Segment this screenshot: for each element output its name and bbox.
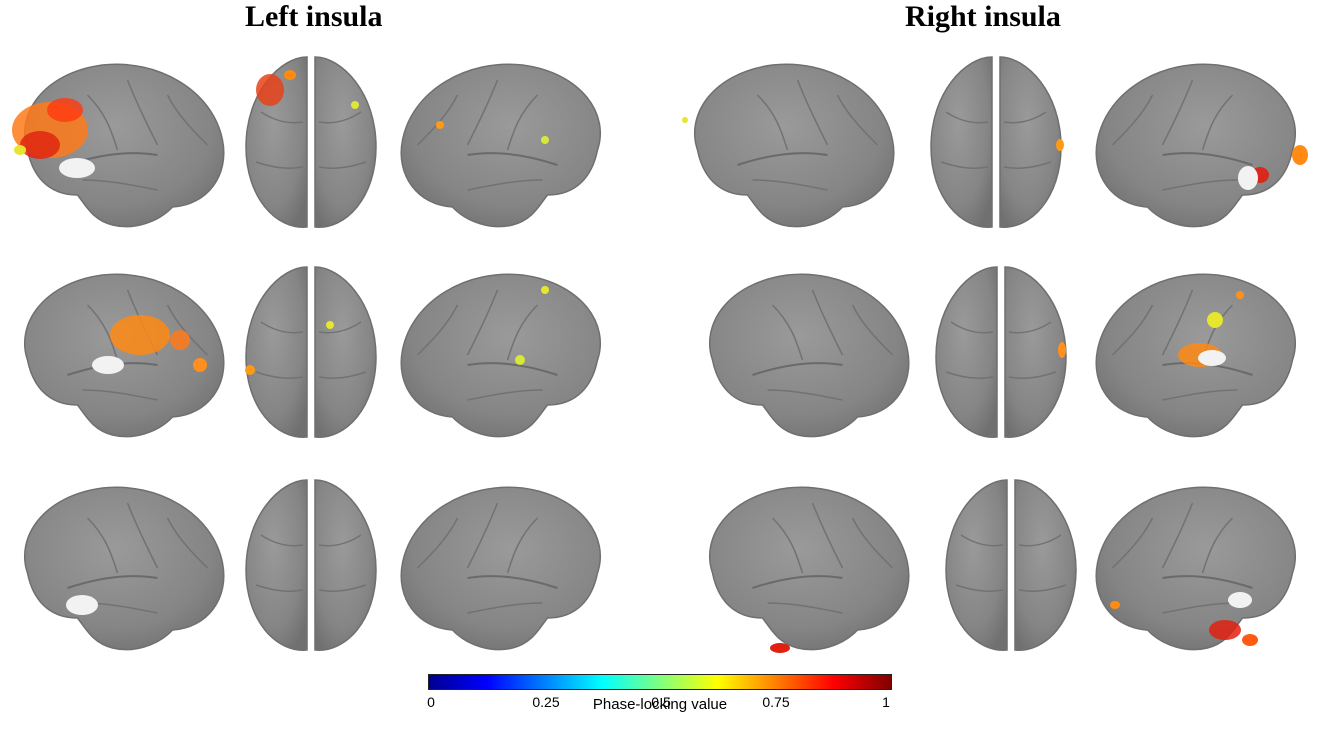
brain-render-grid — [12, 56, 1308, 653]
right-row3 — [708, 479, 1297, 653]
colorbar-tick: 0.5 — [651, 694, 671, 710]
right-row2 — [708, 266, 1297, 438]
activation-blobs — [110, 286, 549, 375]
left-row1 — [12, 56, 602, 228]
colorbar-tick: 0.75 — [762, 694, 790, 710]
colorbar-tick: 0.25 — [532, 694, 560, 710]
colorbar-label: Phase-locking value — [592, 696, 728, 713]
right-insula-title: Right insula — [905, 0, 1061, 33]
activation-blobs — [12, 70, 549, 159]
colorbar-tick: 1 — [882, 694, 890, 710]
colorbar-gradient — [428, 674, 892, 690]
activation-blobs — [770, 601, 1258, 653]
colorbar: 0 0.25 0.5 0.75 1 — [427, 674, 892, 710]
right-row1 — [682, 56, 1308, 228]
left-row2 — [23, 266, 602, 438]
colorbar-tick: 0 — [427, 694, 435, 710]
left-row3 — [23, 479, 602, 651]
colorbar-ticks: 0 0.25 0.5 0.75 1 — [427, 690, 892, 710]
left-insula-title: Left insula — [245, 0, 383, 33]
